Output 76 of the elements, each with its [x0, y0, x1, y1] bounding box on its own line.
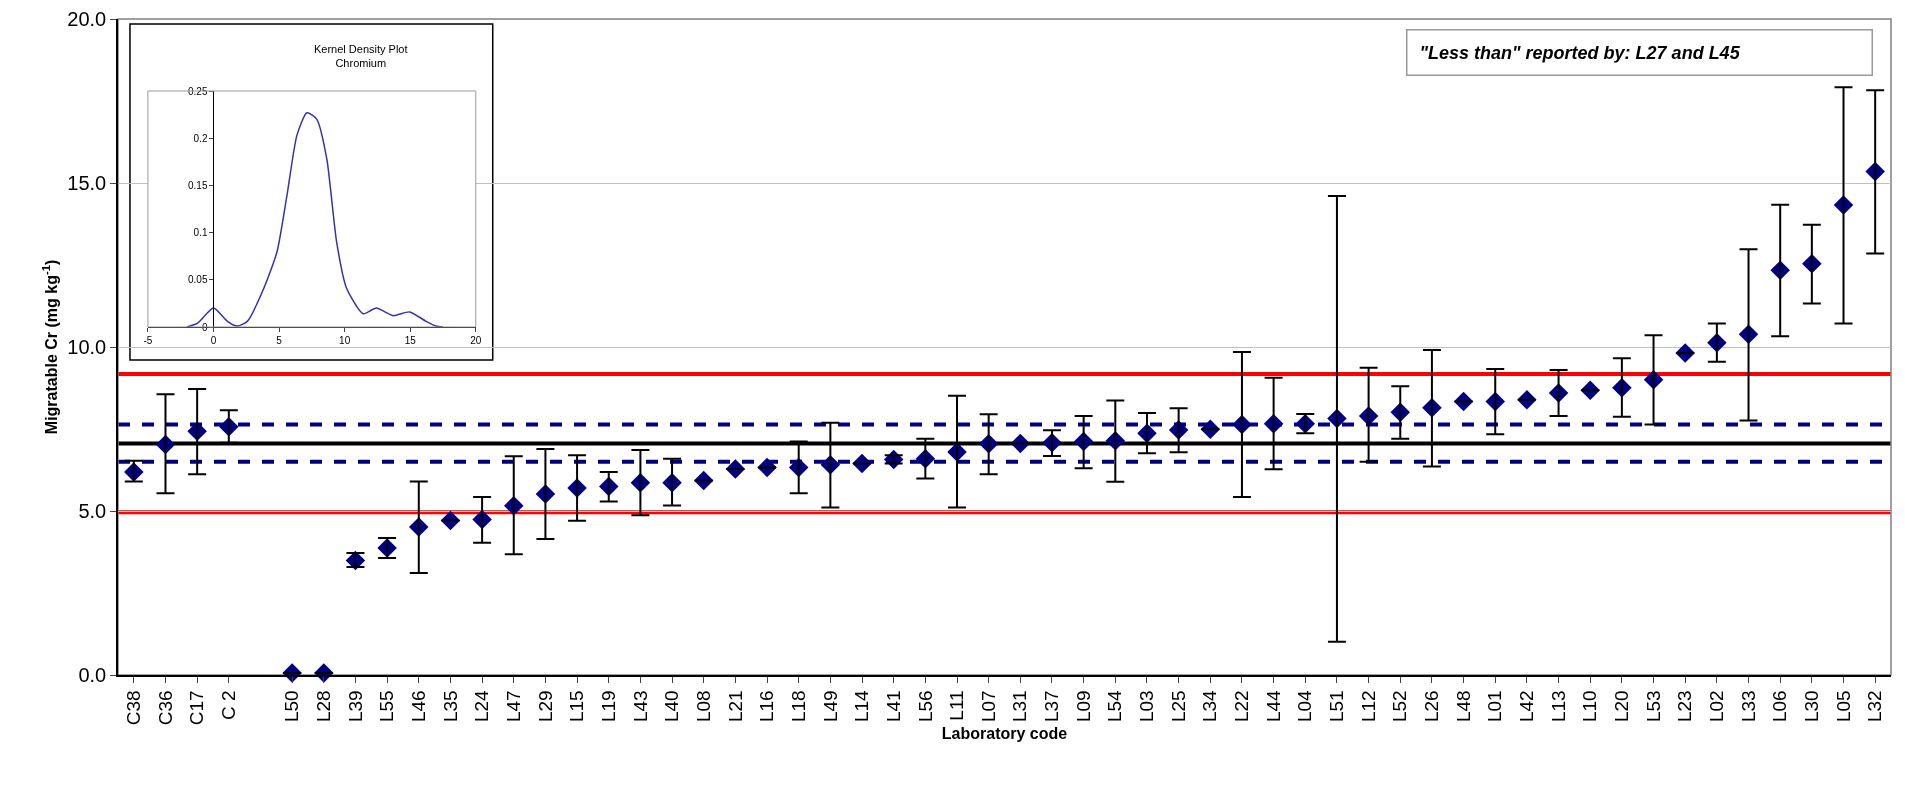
x-tick-label: L15	[566, 690, 588, 723]
x-tick-label: C 2	[217, 690, 239, 720]
x-tick-label: C36	[154, 690, 176, 726]
x-tick-label: L23	[1674, 690, 1696, 723]
x-tick-label: 20	[470, 335, 482, 346]
x-tick-label: L05	[1832, 690, 1854, 723]
y-tick-label: 0.15	[188, 179, 208, 191]
y-tick-label: 15.0	[67, 172, 107, 194]
chart-title: Kernel Density Plot	[314, 43, 408, 55]
x-tick-label: C17	[186, 690, 208, 726]
x-tick-label: L41	[882, 690, 904, 723]
annotation: "Less than" reported by: L27 and L45	[1419, 42, 1741, 63]
chart-subtitle: Chromium	[335, 57, 387, 70]
x-tick-label: L46	[407, 690, 429, 723]
x-tick-label: C38	[123, 690, 145, 726]
y-tick-label: 5.0	[78, 500, 107, 522]
x-tick-label: L21	[724, 690, 746, 723]
x-tick-label: L06	[1769, 690, 1791, 723]
x-tick-label: L33	[1737, 690, 1759, 723]
y-tick-label: 10.0	[67, 336, 107, 358]
x-tick-label: L48	[1452, 690, 1474, 723]
x-tick-label: L02	[1706, 690, 1728, 723]
x-tick-label: -5	[143, 335, 153, 346]
x-tick-label: L43	[629, 690, 651, 723]
x-tick-label: 5	[276, 335, 283, 346]
x-axis-title: Laboratory code	[941, 725, 1068, 743]
x-tick-label: L30	[1801, 690, 1823, 723]
y-tick-label: 0.0	[78, 664, 107, 686]
x-tick-label: L49	[819, 690, 841, 723]
y-tick-label: 0.1	[193, 227, 208, 239]
x-tick-label: L40	[661, 690, 683, 723]
x-tick-label: L11	[946, 690, 968, 721]
x-tick-label: L39	[344, 690, 366, 723]
x-tick-label: L28	[312, 690, 334, 723]
x-tick-label: L19	[597, 690, 619, 723]
x-tick-label: L12	[1357, 690, 1379, 723]
x-tick-label: 15	[404, 335, 417, 346]
y-tick-label: 0.25	[188, 85, 208, 97]
y-tick-label: 0.2	[193, 132, 208, 144]
x-tick-label: L32	[1864, 690, 1886, 723]
x-tick-label: L44	[1262, 689, 1284, 723]
x-tick-label: 0	[210, 335, 217, 346]
point	[725, 459, 746, 479]
y-tick-label: 0.05	[188, 274, 208, 286]
x-tick-label: L31	[1009, 690, 1031, 723]
x-tick-label: L22	[1231, 690, 1253, 723]
x-tick-label: L13	[1547, 690, 1569, 723]
x-tick-label: L47	[502, 690, 524, 723]
x-tick-label: L04	[1294, 689, 1316, 723]
y-tick-label: 20.0	[67, 8, 107, 30]
x-tick-label: L42	[1516, 690, 1538, 723]
x-tick-label: L52	[1389, 690, 1411, 723]
x-tick-label: L03	[1136, 690, 1158, 723]
x-tick-label: L51	[1326, 690, 1348, 723]
x-tick-label: L14	[851, 689, 873, 723]
x-tick-label: L53	[1642, 690, 1664, 723]
x-tick-label: L37	[1041, 690, 1063, 723]
x-tick-label: L20	[1611, 690, 1633, 723]
x-tick-label: L54	[1104, 689, 1126, 723]
x-tick-label: L07	[977, 690, 999, 723]
x-tick-label: L24	[471, 689, 493, 723]
x-tick-label: L18	[787, 690, 809, 723]
x-tick-label: L56	[914, 690, 936, 723]
x-tick-label: L08	[692, 690, 714, 723]
x-tick-label: L55	[376, 690, 398, 723]
x-tick-label: L16	[756, 690, 778, 723]
x-tick-label: L29	[534, 690, 556, 723]
x-tick-label: L50	[281, 690, 303, 723]
x-tick-label: 10	[339, 335, 351, 346]
x-tick-label: L26	[1421, 690, 1443, 723]
x-tick-label: L35	[439, 690, 461, 723]
x-tick-label: L10	[1579, 690, 1601, 723]
x-tick-label: L34	[1199, 689, 1221, 723]
x-tick-label: L25	[1167, 690, 1189, 723]
x-tick-label: L09	[1072, 690, 1094, 723]
x-tick-label: L01	[1484, 690, 1506, 723]
